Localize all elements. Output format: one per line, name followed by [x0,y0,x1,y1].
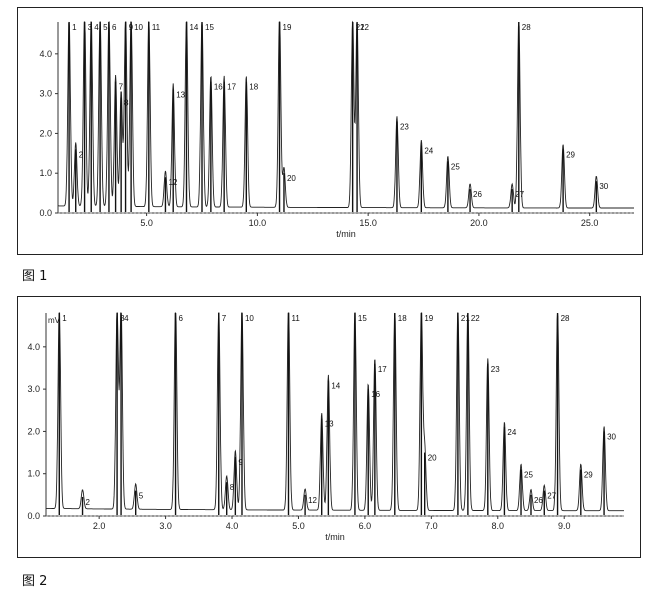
x-tick-label: 5.0 [292,521,305,531]
chromatogram-chart-2: 0.0 1.0 2.0 3.0 4.0 2.0 3.0 4.0 5.0 6.0 7.0 8.0 9.0 t… [27,312,624,542]
x-tick-label: 2.0 [93,521,106,531]
peak-label: 8 [124,99,129,108]
peak-label: 14 [189,23,198,32]
peak-label: 29 [584,470,593,479]
x-tick-label: 3.0 [159,521,172,531]
peak-label: 5 [103,23,108,32]
x-tick-label: 10.0 [249,218,267,228]
peak-label: 7 [222,314,227,323]
peak-label: 28 [522,23,531,32]
peak-label: 27 [547,492,556,501]
x-tick-label: 7.0 [425,521,438,531]
peak-label: 16 [371,390,380,399]
peak-label: 30 [607,432,616,441]
peak-label: 17 [378,365,387,374]
y-unit-label: mV [48,316,61,325]
x-tick-label: 5.0 [140,218,153,228]
peak-label: 26 [473,190,482,199]
x-tick-label: 4.0 [226,521,239,531]
peak-label: 19 [283,23,292,32]
peak-label: 11 [291,314,300,323]
peak-label: 23 [400,122,409,131]
x-tick-label: 9.0 [558,521,571,531]
peak-label: 2 [86,498,91,507]
y-tick-label: 2.0 [27,426,40,436]
peak-label: 4 [94,23,99,32]
peak-label: 29 [566,150,575,159]
peak-label: 25 [524,470,533,479]
peak-label: 15 [205,23,214,32]
peak-label: 23 [491,365,500,374]
peak-label: 20 [428,454,437,463]
peak-label: 28 [561,314,570,323]
peak-label: 16 [214,83,223,92]
x-axis-label: t/min [325,532,345,542]
peak-label: 10 [134,23,143,32]
peak-label: 27 [515,190,524,199]
peak-label: 2 [79,150,84,159]
chromatogram-panel-2: 0.0 1.0 2.0 3.0 4.0 2.0 3.0 4.0 5.0 6.0 7.0 8.0 9.0 t… [17,296,641,558]
peak-label: 6 [179,314,184,323]
peak-label: 12 [308,496,317,505]
x-tick-label: 15.0 [359,218,377,228]
y-tick-label: 4.0 [27,342,40,352]
y-tick-label: 2.0 [39,128,52,138]
peak-label: 15 [358,314,367,323]
peak-label: 3 [120,314,125,323]
x-tick-label: 20.0 [470,218,488,228]
peak-label: 10 [245,314,254,323]
x-tick-label: 6.0 [359,521,372,531]
peak-label: 11 [152,23,161,32]
peak-label: 3 [88,23,93,32]
peak-label: 25 [451,162,460,171]
peak-label: 13 [176,91,185,100]
chromatogram-trace [58,20,634,209]
peak-label: 4 [124,314,129,323]
y-tick-label: 0.0 [39,208,52,218]
peak-label: 22 [360,23,369,32]
peak-label: 24 [424,146,433,155]
peak-label: 24 [507,428,516,437]
x-tick-label: 8.0 [492,521,505,531]
y-tick-label: 3.0 [27,384,40,394]
peak-label: 26 [534,496,543,505]
peak-label: 20 [287,174,296,183]
peak-label: 1 [62,314,67,323]
chromatogram-panel-1: 0.0 1.0 2.0 3.0 4.0 5.0 10.0 15.0 20.0 25.0 t/min 1… [17,7,643,255]
peak-label: 8 [230,483,235,492]
peak-label: 18 [249,83,258,92]
figure-1-label: 图 1 [22,269,48,284]
peak-label: 5 [139,492,144,501]
peak-label: 14 [331,382,340,391]
chromatogram-trace [46,312,624,512]
peak-label: 9 [238,458,243,467]
x-tick-label: 25.0 [581,218,599,228]
y-tick-label: 1.0 [27,469,40,479]
figure-2-label: 图 2 [22,574,48,589]
y-tick-label: 4.0 [39,49,52,59]
peak-label: 1 [72,23,77,32]
y-tick-label: 3.0 [39,89,52,99]
y-tick-label: 1.0 [39,168,52,178]
peak-label: 19 [424,314,433,323]
peak-label: 13 [325,420,334,429]
x-axis-label: t/min [336,229,356,239]
peak-label: 6 [112,23,117,32]
peak-label: 30 [599,182,608,191]
peak-label: 22 [471,314,480,323]
chromatogram-chart-1: 0.0 1.0 2.0 3.0 4.0 5.0 10.0 15.0 20.0 25.0 t/min 1… [39,20,634,239]
y-tick-label: 0.0 [27,511,40,521]
peak-label: 7 [119,83,124,92]
peak-label: 21 [461,314,470,323]
peak-label: 21 [356,23,365,32]
peak-label: 17 [227,83,236,92]
peak-label: 18 [398,314,407,323]
